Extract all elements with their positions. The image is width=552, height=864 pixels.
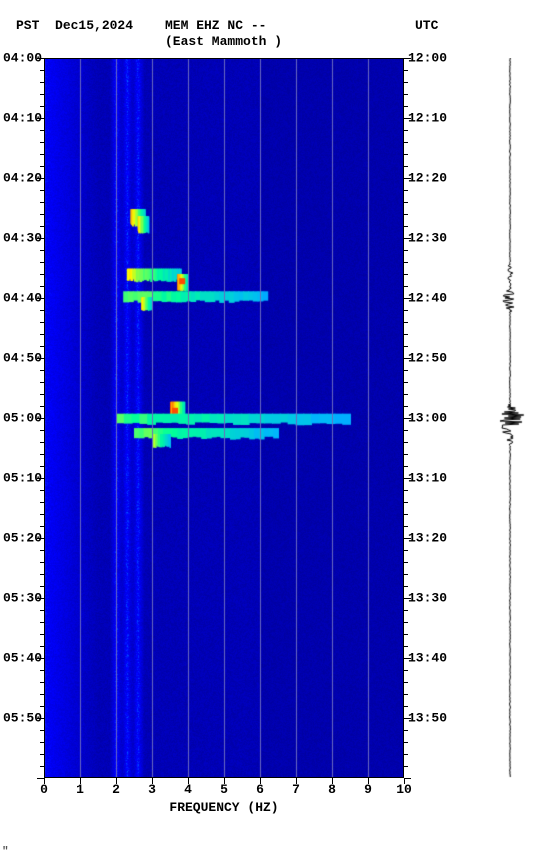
y-right-tick: 12:10: [408, 110, 458, 125]
x-tick: 2: [112, 782, 120, 797]
y-left-tick: 05:20: [0, 531, 42, 546]
x-tick: 0: [40, 782, 48, 797]
spectrogram-canvas: [44, 58, 404, 778]
x-tick: 5: [220, 782, 228, 797]
header-center: MEM EHZ NC -- (East Mammoth ): [165, 18, 282, 50]
x-tick: 6: [256, 782, 264, 797]
side-trace-canvas: [490, 58, 530, 778]
y-left-tick: 05:30: [0, 591, 42, 606]
y-left-tick: 04:50: [0, 351, 42, 366]
header-left: PST Dec15,2024: [16, 18, 133, 33]
y-axis-left: 04:0004:1004:2004:3004:4004:5005:0005:10…: [0, 58, 42, 778]
y-left-tick: 05:10: [0, 470, 42, 485]
date-label: Dec15,2024: [55, 18, 133, 33]
y-right-tick: 12:40: [408, 290, 458, 305]
y-right-tick: 13:00: [408, 411, 458, 426]
y-left-tick: 04:00: [0, 51, 42, 66]
y-left-tick: 04:40: [0, 290, 42, 305]
y-right-tick: 13:20: [408, 531, 458, 546]
y-right-tick: 12:50: [408, 351, 458, 366]
y-left-tick: 04:20: [0, 171, 42, 186]
x-tick: 3: [148, 782, 156, 797]
x-axis-title: FREQUENCY (HZ): [44, 800, 404, 815]
y-right-tick: 12:30: [408, 231, 458, 246]
y-right-tick: 13:10: [408, 470, 458, 485]
y-left-tick: 04:10: [0, 110, 42, 125]
y-left-tick: 05:00: [0, 411, 42, 426]
title-line2: (East Mammoth ): [165, 34, 282, 49]
y-right-tick: 13:30: [408, 591, 458, 606]
x-tick: 4: [184, 782, 192, 797]
footnote: ": [2, 846, 9, 858]
title-line1: MEM EHZ NC --: [165, 18, 266, 33]
y-left-tick: 04:30: [0, 231, 42, 246]
x-tick: 8: [328, 782, 336, 797]
y-left-tick: 05:50: [0, 711, 42, 726]
y-right-tick: 13:40: [408, 650, 458, 665]
y-left-tick: 05:40: [0, 650, 42, 665]
y-axis-right: 12:0012:1012:2012:3012:4012:5013:0013:10…: [408, 58, 458, 778]
side-trace: [490, 58, 530, 778]
y-right-tick: 12:00: [408, 51, 458, 66]
spectrogram-plot: [44, 58, 404, 778]
x-tick: 7: [292, 782, 300, 797]
tz-right-label: UTC: [415, 18, 438, 33]
x-tick: 9: [364, 782, 372, 797]
tz-left-label: PST: [16, 18, 39, 33]
y-right-tick: 12:20: [408, 171, 458, 186]
x-tick: 1: [76, 782, 84, 797]
y-right-tick: 13:50: [408, 711, 458, 726]
x-tick: 10: [396, 782, 412, 797]
